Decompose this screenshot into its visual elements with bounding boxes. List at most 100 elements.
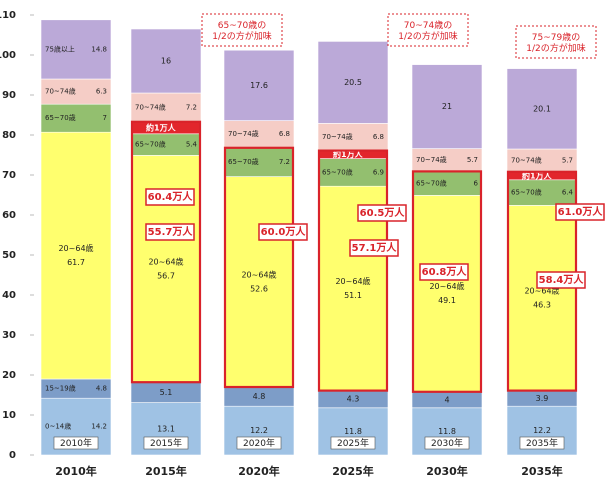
- x-tick-label: 2025年: [332, 464, 374, 478]
- annotation: 60.0万人: [261, 225, 307, 238]
- bar-segment: [223, 176, 295, 388]
- segment-label: 20~64歳: [429, 281, 464, 291]
- y-tick-label: 30: [2, 330, 16, 341]
- segment-value: 5.1: [160, 388, 173, 397]
- segment-value: 6.4: [562, 189, 574, 197]
- segment-label: 20~64歳: [148, 256, 183, 266]
- segment-value: 7.2: [186, 103, 197, 111]
- segment-label: 約1万人: [333, 149, 364, 159]
- callout-box: [387, 13, 469, 47]
- segment-label: 65~70歳: [45, 113, 76, 122]
- segment-value: 12.2: [250, 426, 268, 435]
- year-tag-label: 2030年: [431, 437, 463, 449]
- segment-value: 61.7: [67, 258, 85, 267]
- segment-value: 12.2: [533, 426, 551, 435]
- segment-value: 20.5: [344, 78, 362, 87]
- bar-segment: [506, 68, 578, 150]
- bar-segment: [130, 28, 202, 94]
- year-tag-label: 2010年: [60, 437, 92, 449]
- segment-value: 4: [444, 395, 449, 404]
- year-tag: [143, 436, 189, 450]
- bar-segment: [223, 49, 295, 121]
- segment-label: 20~64歳: [335, 276, 370, 286]
- segment-label: 20~64歳: [524, 286, 559, 296]
- y-tick-label: 10: [2, 410, 16, 421]
- segment-value: 11.8: [344, 427, 362, 436]
- bar-segment: [317, 407, 389, 456]
- bar-segment: [40, 131, 112, 380]
- y-tick-label: 40: [2, 290, 16, 301]
- callout: 75~79歳の 1/2の方が加味: [526, 31, 586, 54]
- annotation: 55.7万人: [148, 225, 194, 238]
- x-tick-label: 2030年: [426, 464, 468, 478]
- annotation: 61.0万人: [558, 205, 604, 218]
- callout-box: [515, 25, 597, 59]
- x-tick-label: 2010年: [55, 464, 97, 478]
- segment-label: 0~14歳: [45, 422, 71, 431]
- bar-segment: [317, 41, 389, 124]
- segment-value: 46.3: [533, 301, 551, 310]
- annotation-box: [536, 271, 586, 289]
- segment-value: 11.8: [438, 427, 456, 436]
- segment-value: 6.9: [373, 168, 384, 176]
- bar-segment: [40, 78, 112, 105]
- callout: 70~74歳の 1/2の方が加味: [398, 19, 458, 42]
- y-tick-label: 20: [2, 370, 16, 381]
- bar-segment: [317, 123, 389, 151]
- segment-label: 70~74歳: [511, 155, 542, 164]
- y-tick-label: 110: [0, 10, 16, 21]
- segment-value: 6.8: [279, 130, 290, 138]
- segment-label: 65~70歳: [416, 178, 447, 187]
- highlight-box: [411, 170, 483, 393]
- year-tag: [424, 436, 470, 450]
- year-tag-label: 2035年: [526, 437, 558, 449]
- segment-value: 5.7: [467, 156, 478, 164]
- segment-value: 7: [103, 114, 107, 122]
- y-tick-label: 0: [9, 450, 16, 461]
- bar-segment: [130, 92, 202, 123]
- segment-value: 16: [161, 57, 171, 66]
- segment-value: 4.8: [96, 385, 107, 393]
- segment-value: 5.7: [562, 156, 573, 164]
- bar-segment: [223, 120, 295, 149]
- highlight-box: [317, 149, 389, 392]
- segment-label: 70~74歳: [228, 129, 259, 138]
- segment-label: 70~74歳: [45, 87, 76, 96]
- segment-value: 49.1: [438, 296, 456, 305]
- segment-label: 70~74歳: [135, 102, 166, 111]
- segment-label: 65~70歳: [322, 167, 353, 176]
- segment-value: 14.8: [91, 45, 107, 53]
- highlight-box: [130, 120, 202, 384]
- bar-segment: [506, 205, 578, 391]
- annotation-box: [145, 223, 195, 241]
- annotation-box: [349, 239, 399, 257]
- segment-value: 21: [442, 102, 452, 111]
- segment-label: 20~64歳: [241, 269, 276, 279]
- bar-segment: [40, 103, 112, 133]
- segment-label: 65~70歳: [135, 140, 166, 149]
- segment-label: 70~74歳: [322, 132, 353, 141]
- annotation: 57.1万人: [352, 241, 398, 254]
- segment-value: 6: [474, 179, 479, 187]
- y-tick-label: 60: [2, 210, 16, 221]
- y-tick-label: 70: [2, 170, 16, 181]
- segment-value: 4.3: [347, 395, 360, 404]
- segment-value: 13.1: [157, 424, 175, 433]
- y-tick-label: 90: [2, 90, 16, 101]
- callout: 65~70歳の 1/2の方が加味: [212, 19, 272, 42]
- annotation: 60.4万人: [148, 190, 194, 203]
- segment-value: 52.6: [250, 284, 268, 293]
- y-tick-label: 50: [2, 250, 16, 261]
- y-tick-label: 80: [2, 130, 16, 141]
- year-tag: [330, 436, 376, 450]
- y-tick-label: 100: [0, 50, 16, 61]
- annotation-box: [357, 204, 407, 222]
- highlight-box: [223, 146, 295, 389]
- segment-value: 4.8: [253, 392, 266, 401]
- bar-segment: [411, 195, 483, 393]
- segment-value: 14.2: [91, 423, 107, 431]
- segment-label: 20~64歳: [58, 243, 93, 253]
- bar-segment: [317, 158, 389, 187]
- x-tick-label: 2015年: [145, 464, 187, 478]
- year-tag: [519, 436, 565, 450]
